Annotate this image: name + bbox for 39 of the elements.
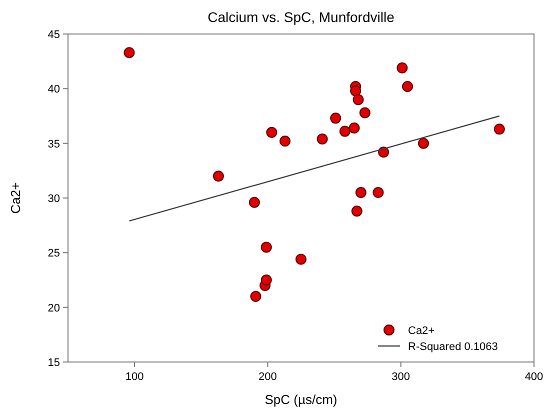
- point: [396, 62, 408, 74]
- point: [359, 107, 370, 118]
- point: [266, 126, 278, 138]
- point: [350, 85, 362, 96]
- x-axis-title: SpC (µs/cm): [264, 392, 338, 407]
- point: [260, 242, 272, 253]
- chart-title: Calcium vs. SpC, Munfordville: [208, 9, 395, 25]
- point: [348, 122, 360, 134]
- point: [316, 133, 328, 144]
- point: [351, 206, 362, 217]
- x-tick-label: 200: [258, 371, 277, 383]
- point: [212, 170, 224, 182]
- x-tick-label: 100: [125, 371, 144, 383]
- y-tick-label: 25: [48, 248, 60, 260]
- point: [372, 187, 384, 198]
- point: [330, 112, 342, 124]
- point: [296, 254, 306, 265]
- y-tick-label: 20: [48, 302, 60, 314]
- point: [355, 187, 366, 198]
- point: [494, 124, 505, 135]
- y-axis-title: Ca2+: [8, 182, 23, 214]
- point: [124, 47, 135, 58]
- point: [339, 126, 350, 137]
- y-tick-label: 35: [48, 138, 60, 150]
- legend-label: Ca2+: [408, 325, 435, 337]
- legend-label: R-Squared 0.1063: [408, 341, 498, 353]
- x-tick-label: 300: [392, 371, 410, 383]
- point: [260, 274, 272, 286]
- point: [402, 80, 414, 92]
- y-tick-label: 40: [48, 84, 60, 96]
- point: [418, 138, 429, 149]
- y-tick-label: 45: [48, 29, 60, 41]
- y-tick-label: 15: [48, 357, 60, 369]
- point: [352, 94, 364, 106]
- point: [280, 136, 291, 147]
- point: [250, 290, 262, 302]
- y-tick-label: 30: [48, 193, 60, 205]
- point: [248, 196, 260, 208]
- x-tick-label: 400: [524, 371, 544, 383]
